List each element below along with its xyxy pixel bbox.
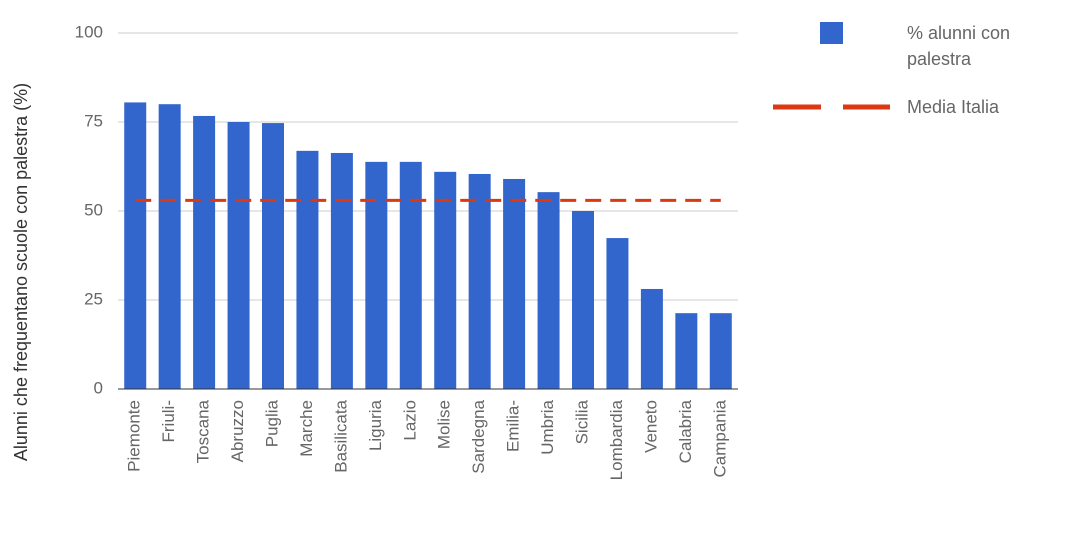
bar (330, 152, 353, 389)
x-tick-label: Umbria (538, 399, 557, 454)
x-tick-label: Basilicata (331, 399, 350, 472)
x-tick-label: Calabria (676, 399, 695, 463)
bar (158, 104, 181, 389)
legend-swatch (820, 22, 843, 44)
x-tick-label: Liguria (366, 399, 385, 451)
x-tick-label: Emilia- (504, 400, 523, 452)
bar (709, 313, 732, 389)
x-tick-label: Puglia (262, 399, 281, 447)
bar (606, 238, 629, 389)
legend-label: Media Italia (907, 97, 1000, 117)
bar (365, 161, 388, 389)
bar (434, 171, 457, 389)
x-tick-label: Sardegna (469, 399, 488, 473)
x-tick-label: Abruzzo (228, 400, 247, 462)
x-tick-label: Campania (710, 399, 729, 477)
x-tick-label: Marche (297, 400, 316, 457)
y-tick-label: 50 (84, 200, 103, 219)
bar (675, 313, 698, 389)
bar (572, 211, 594, 389)
y-axis-title: Alunni che frequentano scuole con palest… (11, 83, 31, 461)
bar (399, 161, 422, 389)
x-tick-label: Piemonte (125, 400, 144, 472)
bar (193, 115, 216, 389)
x-tick-label: Sicilia (572, 399, 591, 444)
x-tick-label: Lazio (400, 400, 419, 441)
bar (537, 192, 560, 389)
y-tick-label: 100 (75, 22, 103, 41)
x-tick-label: Friuli- (159, 400, 178, 443)
legend-label: % alunni con palestra (907, 23, 1011, 69)
x-tick-label: Molise (435, 400, 454, 449)
x-tick-label: Lombardia (607, 399, 626, 480)
y-tick-label: 0 (94, 378, 103, 397)
x-tick-label: Toscana (194, 399, 213, 463)
bar (296, 150, 319, 389)
bar (262, 123, 284, 390)
bar (227, 122, 250, 389)
y-tick-label: 25 (84, 289, 103, 308)
x-tick-label: Veneto (641, 400, 660, 453)
y-tick-label: 75 (84, 111, 103, 130)
bar (468, 173, 491, 389)
bar (503, 178, 526, 389)
bar (124, 102, 147, 390)
bar (640, 288, 663, 389)
